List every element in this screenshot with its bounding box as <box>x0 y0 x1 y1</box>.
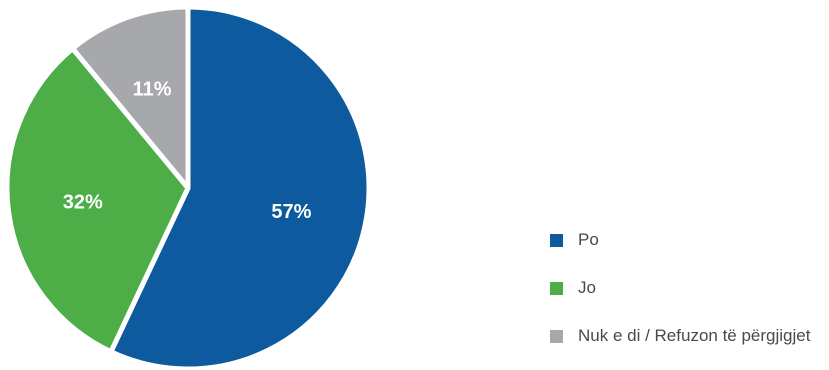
legend-label-po: Po <box>578 230 599 249</box>
legend-swatch-nuk-e-di <box>550 329 563 343</box>
pie-slice-jo <box>4 46 191 355</box>
slice-label-nuk-e-di: 11% <box>133 78 172 100</box>
legend-label-nuk-e-di: Nuk e di / Refuzon të përgjigjet <box>578 326 811 345</box>
pie-slice-nuk-e-di <box>70 4 191 191</box>
pie-slice-po <box>108 4 372 367</box>
legend-label-jo: Jo <box>578 278 596 297</box>
legend-item-nuk-e-di: Nuk e di / Refuzon të përgjigjet <box>550 322 810 350</box>
slice-label-jo: 32% <box>63 191 103 213</box>
legend-swatch-po <box>550 233 563 247</box>
legend-swatch-jo <box>550 281 563 295</box>
legend-item-po: Po <box>550 226 810 254</box>
legend: Po Jo Nuk e di / Refuzon të përgjigjet <box>550 226 810 370</box>
legend-item-jo: Jo <box>550 274 810 302</box>
slice-label-po: 57% <box>271 201 311 223</box>
pie-chart: 57% 32% 11% <box>4 4 372 367</box>
